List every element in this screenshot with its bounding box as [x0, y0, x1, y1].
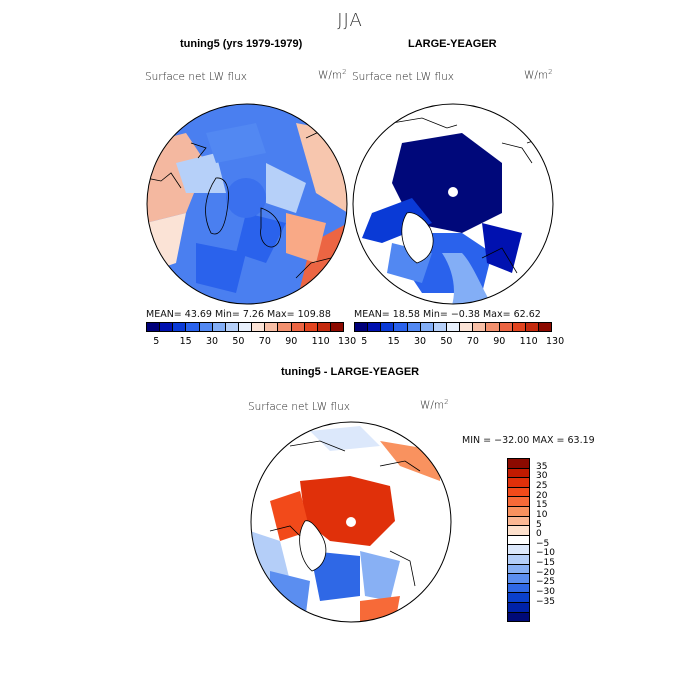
obs-colorbar: [354, 322, 552, 332]
colorbar-swatch: [508, 468, 529, 479]
obs-panel-title: LARGE-YEAGER: [408, 38, 497, 50]
colorbar-tick-label: 130: [338, 336, 357, 347]
colorbar-swatch: [381, 323, 395, 331]
colorbar-swatch: [330, 323, 344, 331]
colorbar-swatch: [508, 487, 529, 498]
colorbar-swatch: [508, 497, 529, 507]
diff-stats: MIN = −32.00 MAX = 63.19: [462, 435, 595, 446]
colorbar-tick-label: 110: [519, 336, 538, 347]
colorbar-swatch: [508, 545, 529, 555]
colorbar-swatch: [291, 323, 305, 331]
colorbar-swatch: [508, 516, 529, 527]
colorbar-swatch: [508, 593, 529, 603]
colorbar-tick-label: 15: [387, 336, 400, 347]
colorbar-tick-label: 35: [536, 461, 548, 472]
colorbar-swatch: [433, 323, 447, 331]
model-polar-map: [146, 103, 348, 305]
colorbar-swatch: [508, 459, 529, 469]
colorbar-swatch: [508, 506, 529, 517]
colorbar-swatch: [446, 323, 461, 331]
colorbar-swatch: [508, 612, 529, 622]
obs-variable-label: Surface net LW flux: [352, 71, 454, 83]
colorbar-swatch: [186, 323, 200, 331]
colorbar-swatch: [368, 323, 382, 331]
colorbar-swatch: [394, 323, 408, 331]
colorbar-swatch: [265, 323, 279, 331]
colorbar-swatch: [147, 323, 161, 331]
colorbar-swatch: [212, 323, 226, 331]
colorbar-swatch: [473, 323, 487, 331]
colorbar-tick-label: −25: [536, 577, 555, 588]
colorbar-tick-label: 5: [536, 519, 542, 530]
obs-stats: MEAN= 18.58 Min= −0.38 Max= 62.62: [354, 309, 541, 320]
colorbar-swatch: [252, 323, 266, 331]
colorbar-tick-label: 25: [536, 480, 548, 491]
colorbar-swatch: [508, 564, 529, 575]
diff-colorbar: [507, 458, 530, 622]
colorbar-swatch: [508, 478, 529, 488]
colorbar-tick-label: 70: [466, 336, 479, 347]
colorbar-swatch: [508, 602, 529, 613]
colorbar-swatch: [355, 323, 369, 331]
colorbar-swatch: [538, 323, 552, 331]
diff-panel-title: tuning5 - LARGE-YEAGER: [281, 366, 420, 378]
colorbar-tick-label: 5: [153, 336, 160, 347]
colorbar-tick-label: −35: [536, 596, 555, 607]
colorbar-swatch: [508, 535, 529, 546]
colorbar-swatch: [460, 323, 474, 331]
colorbar-tick-label: 30: [206, 336, 219, 347]
colorbar-tick-label: 15: [179, 336, 192, 347]
model-variable-label: Surface net LW flux: [145, 71, 247, 83]
colorbar-swatch: [508, 526, 529, 536]
model-colorbar: [146, 322, 344, 332]
colorbar-tick-label: 110: [311, 336, 330, 347]
obs-units-label: W/m2: [524, 68, 553, 82]
colorbar-tick-label: 50: [232, 336, 245, 347]
colorbar-tick-label: 15: [536, 500, 548, 511]
colorbar-tick-label: −30: [536, 587, 555, 598]
colorbar-tick-label: −10: [536, 548, 555, 559]
colorbar-tick-label: 30: [536, 471, 548, 482]
colorbar-tick-label: −15: [536, 558, 555, 569]
colorbar-tick-label: 5: [361, 336, 368, 347]
colorbar-swatch: [508, 554, 529, 565]
model-stats: MEAN= 43.69 Min= 7.26 Max= 109.88: [146, 309, 331, 320]
colorbar-tick-label: 0: [536, 529, 542, 540]
colorbar-swatch: [525, 323, 539, 331]
colorbar-swatch: [304, 323, 318, 331]
colorbar-swatch: [512, 323, 526, 331]
diff-polar-map: [250, 421, 452, 623]
colorbar-swatch: [173, 323, 187, 331]
colorbar-tick-label: 50: [440, 336, 453, 347]
colorbar-tick-label: 90: [493, 336, 506, 347]
colorbar-tick-label: 90: [285, 336, 298, 347]
obs-polar-map: [352, 103, 554, 305]
colorbar-swatch: [199, 323, 213, 331]
colorbar-swatch: [317, 323, 331, 331]
colorbar-swatch: [508, 583, 529, 594]
colorbar-swatch: [238, 323, 253, 331]
colorbar-tick-label: 10: [536, 509, 548, 520]
colorbar-tick-label: 20: [536, 490, 548, 501]
colorbar-swatch: [278, 323, 292, 331]
colorbar-swatch: [508, 574, 529, 584]
season-title: JJA: [337, 10, 363, 31]
model-panel-title: tuning5 (yrs 1979-1979): [180, 38, 303, 50]
diff-variable-label: Surface net LW flux: [248, 401, 350, 413]
colorbar-swatch: [225, 323, 239, 331]
colorbar-tick-label: −20: [536, 567, 555, 578]
model-units-label: W/m2: [318, 68, 347, 82]
diff-units-label: W/m2: [420, 398, 449, 412]
colorbar-swatch: [486, 323, 500, 331]
colorbar-swatch: [499, 323, 513, 331]
colorbar-swatch: [420, 323, 434, 331]
colorbar-swatch: [407, 323, 421, 331]
colorbar-tick-label: 70: [258, 336, 271, 347]
colorbar-tick-label: −5: [536, 538, 550, 549]
colorbar-tick-label: 30: [414, 336, 427, 347]
colorbar-tick-label: 130: [546, 336, 565, 347]
colorbar-swatch: [160, 323, 174, 331]
